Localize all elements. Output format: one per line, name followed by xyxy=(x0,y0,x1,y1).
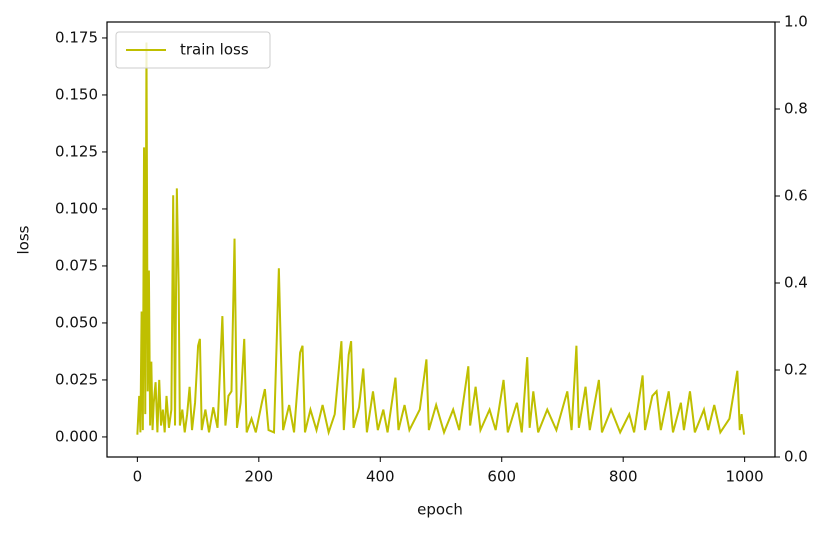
y2-tick-label: 0.4 xyxy=(784,274,808,292)
y2-tick-label: 0.2 xyxy=(784,361,808,379)
y2-tick-label: 1.0 xyxy=(784,13,808,31)
loss-line xyxy=(136,42,746,437)
y-tick-label: 0.150 xyxy=(55,85,98,103)
x-tick-label: 800 xyxy=(609,468,638,486)
legend-box xyxy=(115,31,271,69)
y-tick-label: 0.050 xyxy=(55,313,98,331)
legend-label: train loss xyxy=(180,41,249,59)
x-axis-label: epoch xyxy=(417,501,463,519)
y-tick-label: 0.100 xyxy=(55,199,98,217)
y-tick-label: 0.025 xyxy=(55,370,98,388)
y-axis-label: loss xyxy=(15,225,33,254)
y-tick-label: 0.125 xyxy=(55,142,98,160)
y-tick-label: 0.075 xyxy=(55,256,98,274)
y2-tick-label: 0.0 xyxy=(784,448,808,466)
x-tick-label: 0 xyxy=(133,468,143,486)
x-tick-label: 1000 xyxy=(726,468,764,486)
x-tick-label: 200 xyxy=(244,468,273,486)
x-tick-label: 600 xyxy=(487,468,516,486)
y-tick-label: 0.175 xyxy=(55,28,98,46)
y-tick-label: 0.000 xyxy=(55,427,98,445)
plot-frame xyxy=(106,21,776,458)
y2-tick-label: 0.6 xyxy=(784,187,808,205)
y2-tick-label: 0.8 xyxy=(784,100,808,118)
x-tick-label: 400 xyxy=(366,468,395,486)
